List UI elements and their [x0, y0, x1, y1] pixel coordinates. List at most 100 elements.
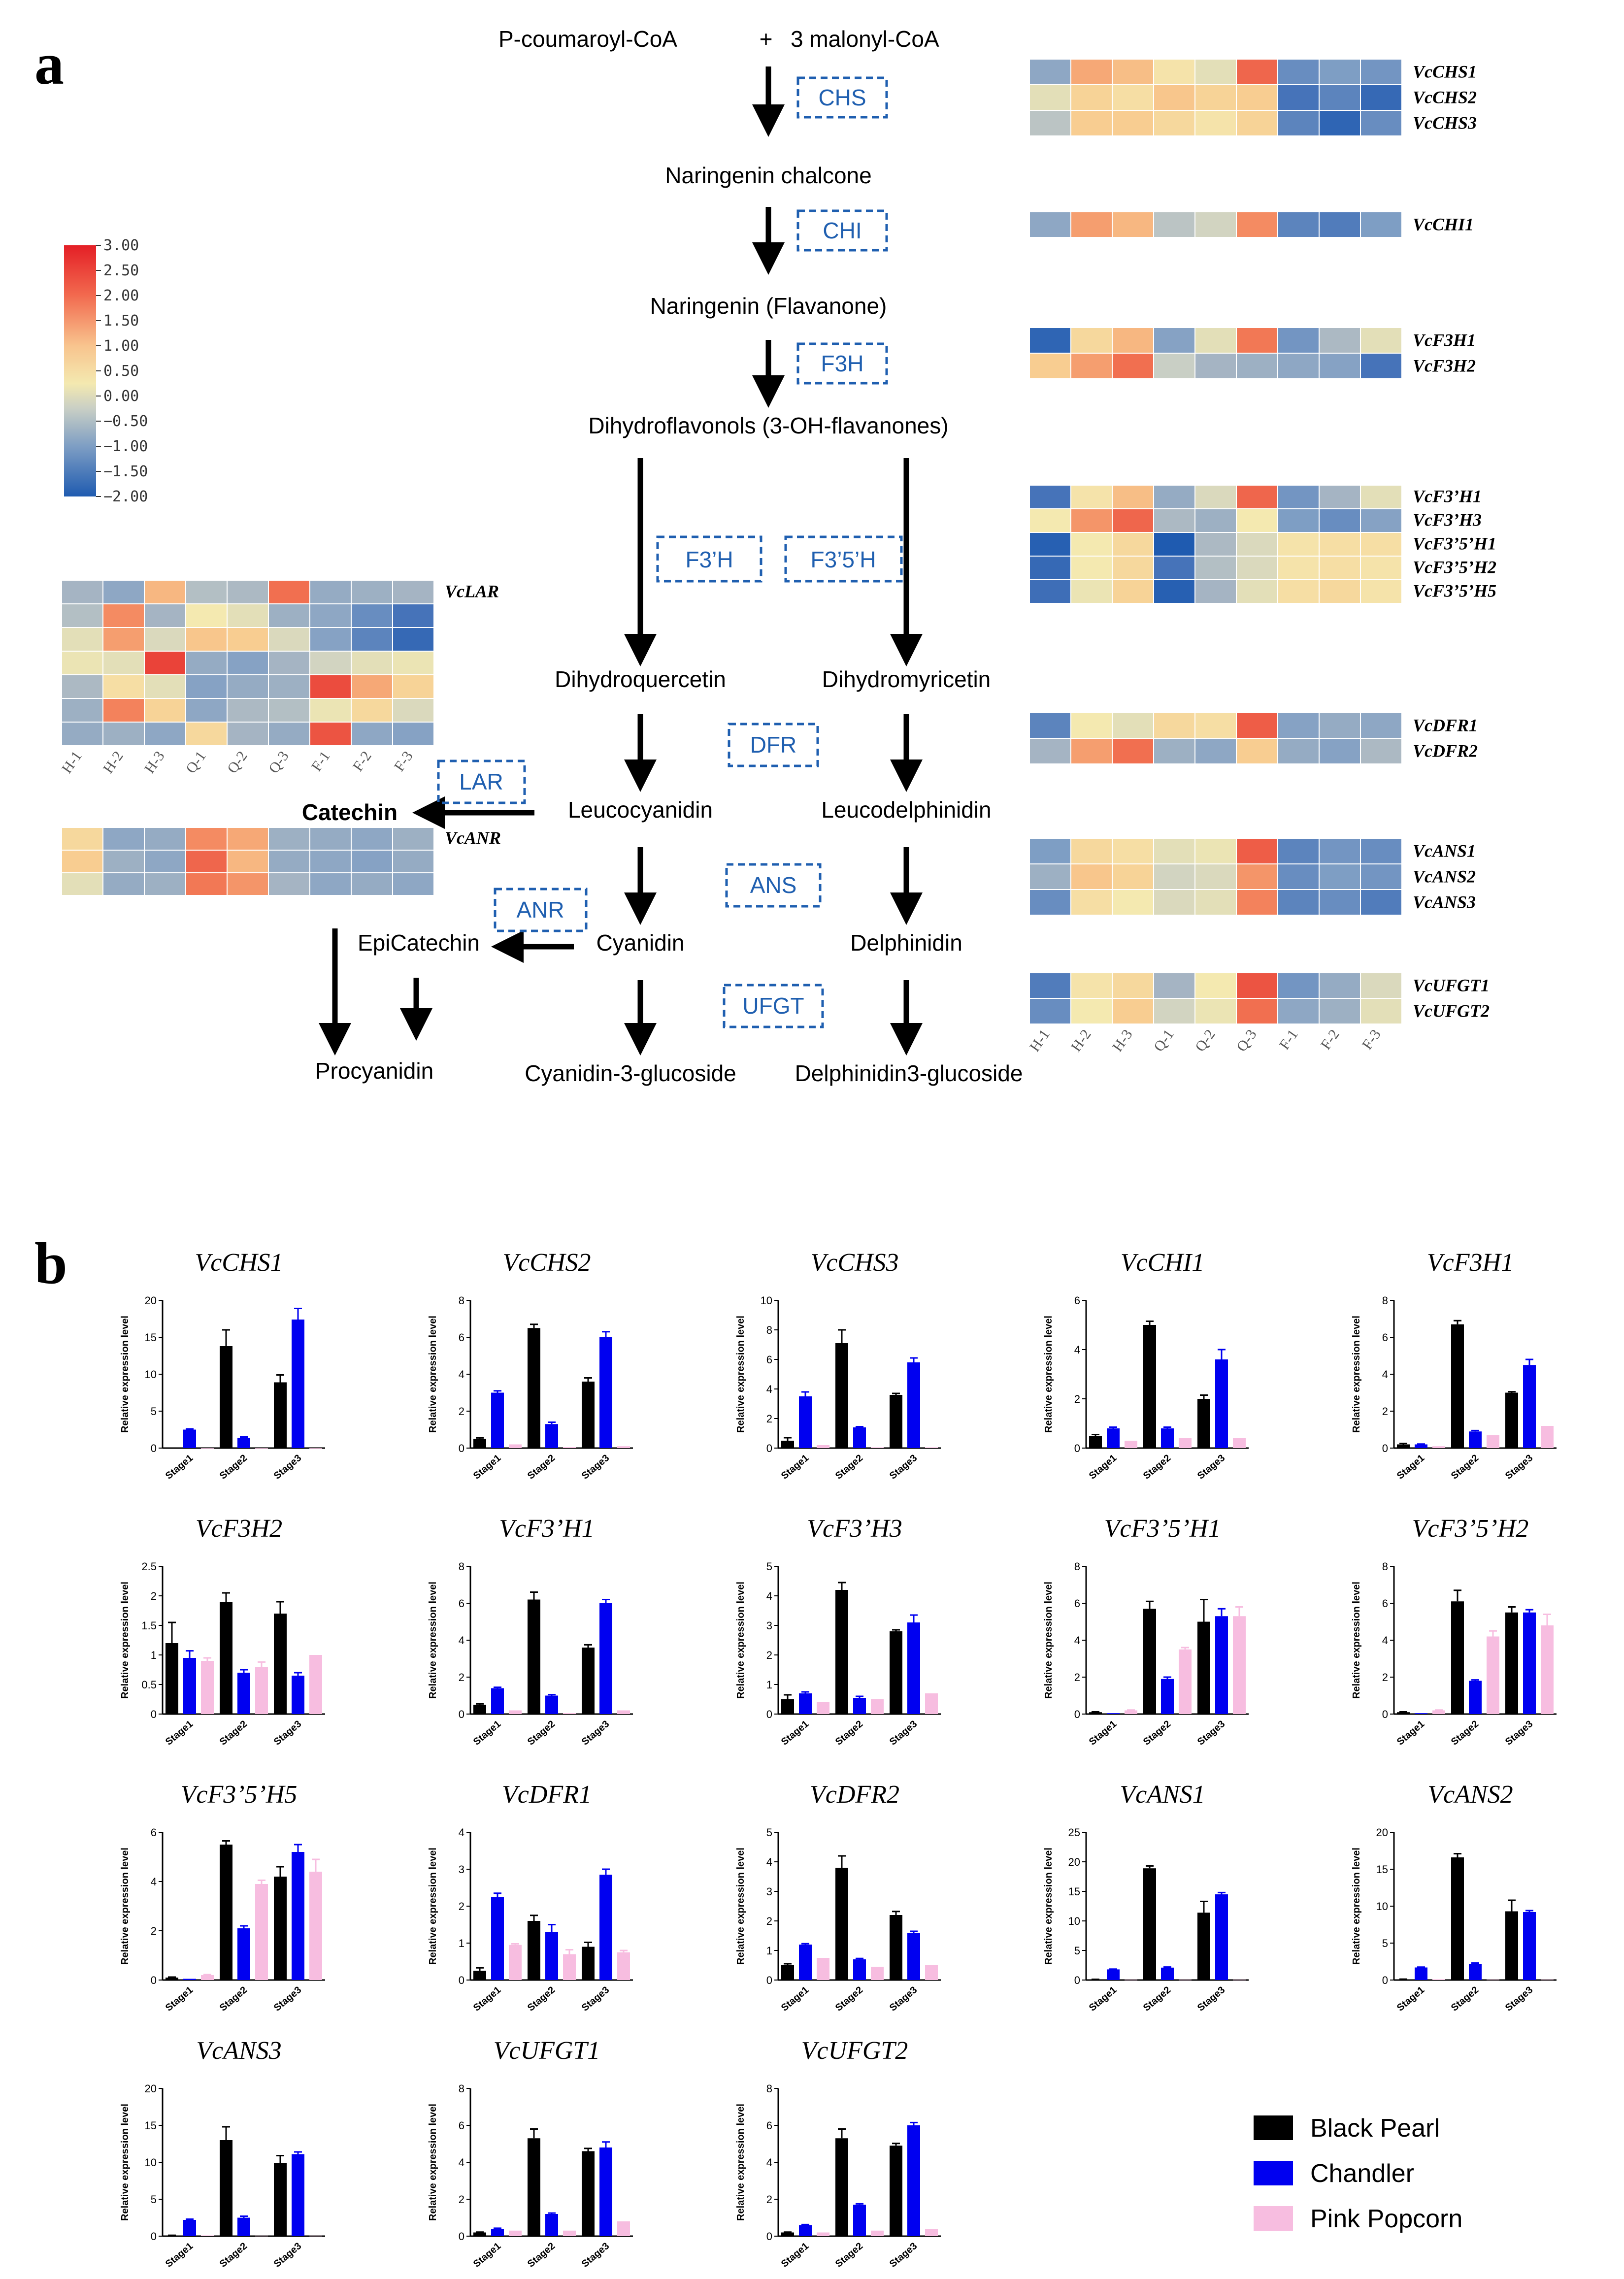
compound-leucodelphinidin: Leucodelphinidin	[821, 797, 991, 823]
y-tick-label: 0	[766, 1974, 772, 1986]
bar-chandler	[1415, 1967, 1427, 1980]
x-tick-label: Stage1	[1395, 1453, 1426, 1482]
bar-chandler	[545, 1695, 558, 1714]
bar-pink-popcorn	[925, 2229, 938, 2236]
x-tick-label: Stage3	[1195, 1984, 1227, 2014]
y-tick-label: 2	[151, 1590, 157, 1602]
enzyme-dfr: DFR	[750, 732, 797, 758]
gene-label: VcCHS2	[1413, 87, 1477, 107]
heatmap-cell	[268, 827, 310, 851]
pathway-compounds: P-coumaroyl-CoA + 3 malonyl-CoA Naringen…	[302, 26, 1023, 1086]
heatmap-cell	[1360, 712, 1402, 739]
enzyme-box	[728, 723, 819, 767]
x-tick-label: Stage3	[580, 1718, 611, 1748]
y-tick-label: 0	[459, 2230, 464, 2243]
x-tick-label: Stage3	[1503, 1453, 1535, 1482]
compound-dihydroquercetin: Dihydroquercetin	[555, 666, 726, 692]
bar-chandler	[853, 1427, 866, 1448]
column-label: Q-2	[1192, 1026, 1219, 1055]
x-tick-label: Stage3	[1195, 1718, 1227, 1748]
chart-VcF3’5’H2: VcF3’5’H2 0 2 4 6 8 Relative expression level S…	[1351, 1515, 1557, 1748]
gene-label: VcCHS3	[1413, 113, 1477, 132]
enzyme-labels: CHS CHI F3H F3’H F3’5’H DFR LAR ANS ANR …	[437, 76, 903, 1028]
bar-chandler	[491, 1392, 504, 1448]
heatmap-cell	[1194, 838, 1237, 864]
x-tick-label: Stage1	[1087, 1718, 1119, 1748]
heatmap-cell	[268, 698, 310, 723]
bar-black-pearl	[1397, 1712, 1410, 1714]
bar-black-pearl	[1451, 1601, 1464, 1714]
bar-pink-popcorn	[1541, 1625, 1554, 1714]
heatmap-cell	[1029, 556, 1071, 580]
heatmap-cell	[268, 850, 310, 873]
heatmap-cell	[1112, 998, 1154, 1024]
bar-pink-popcorn	[1233, 1438, 1246, 1448]
column-label: Q-3	[1233, 1026, 1260, 1055]
bar-black-pearl	[220, 1845, 232, 1980]
y-tick-label: 0	[459, 1708, 464, 1720]
y-tick-label: 2	[1382, 1671, 1388, 1684]
gene-label: VcANR	[445, 828, 501, 848]
heatmap-cell	[185, 580, 228, 604]
x-tick-label: Stage2	[1449, 1984, 1481, 2014]
x-tick-label: Stage2	[526, 1453, 557, 1482]
heatmap-cell	[227, 872, 269, 896]
bar-chandler	[1107, 1428, 1120, 1448]
heatmap-cell	[1194, 556, 1237, 580]
y-tick-label: 2	[766, 1915, 772, 1927]
y-tick-label: 2	[459, 1405, 464, 1418]
column-label: Q-1	[183, 748, 209, 776]
bar-chandler	[1161, 1967, 1174, 1980]
bar-chandler	[491, 2229, 504, 2236]
heatmap-f35h: VcF3’H1 VcF3’H3 VcF3’5’H1 VcF3’5’H2 VcF3’5’H…	[1029, 485, 1496, 604]
colorbar-tick-label: 0.00	[103, 388, 139, 405]
gene-label: VcLAR	[445, 582, 499, 601]
bar-chandler	[183, 1429, 196, 1448]
heatmap-cell	[1194, 863, 1237, 890]
bar-pink-popcorn	[1432, 1710, 1445, 1714]
x-tick-label: Stage3	[580, 1453, 611, 1482]
heatmap-cell	[1153, 59, 1195, 85]
bar-chandler	[1107, 1969, 1120, 1980]
y-tick-label: 15	[145, 1331, 157, 1344]
gene-label: VcDFR2	[1413, 741, 1478, 760]
heatmap-cell	[102, 722, 145, 746]
x-tick-label: Stage3	[1195, 1453, 1227, 1482]
heatmap-cell	[227, 674, 269, 699]
heatmap-cell	[1153, 712, 1195, 739]
column-label: F-3	[1359, 1026, 1384, 1053]
heatmap-cell	[392, 627, 434, 652]
heatmap-cell	[144, 872, 186, 896]
bar-chandler	[1469, 1964, 1482, 1980]
heatmap-cell	[1277, 59, 1320, 85]
y-tick-label: 1	[766, 1679, 772, 1691]
heatmap-cell	[1153, 353, 1195, 379]
bar-chandler	[799, 1693, 812, 1714]
bar-black-pearl	[220, 1346, 232, 1448]
heatmap-cell	[1236, 838, 1278, 864]
gene-label: VcCHI1	[1413, 214, 1474, 234]
y-tick-label: 4	[459, 1368, 464, 1381]
y-tick-label: 8	[1382, 1560, 1388, 1573]
bar-black-pearl	[781, 1441, 794, 1448]
heatmap-cell	[102, 850, 145, 873]
y-tick-label: 10	[145, 2156, 157, 2169]
bar-pink-popcorn	[201, 1975, 214, 1980]
colorbar: 3.00 2.50 2.00 1.50 1.00 0.50 0.00 −0.50 −1.00 −1…	[64, 237, 148, 505]
column-label: H-1	[1027, 1026, 1053, 1055]
heatmap-cell	[227, 850, 269, 873]
heatmap-cell	[392, 674, 434, 699]
bar-pink-popcorn	[925, 1447, 938, 1448]
y-tick-label: 20	[145, 1294, 157, 1307]
bar-pink-popcorn	[871, 1967, 884, 1980]
x-tick-label: Stage3	[272, 1453, 303, 1482]
heatmap-cell	[1236, 998, 1278, 1024]
heatmap-cell	[1319, 327, 1361, 354]
heatmap-cell	[268, 580, 310, 604]
chart-title: VcUFGT2	[801, 2037, 908, 2065]
heatmap-cell	[1029, 485, 1071, 509]
heatmap-cell	[1029, 532, 1071, 557]
y-tick-label: 10	[1068, 1915, 1080, 1927]
y-tick-label: 0	[459, 1974, 464, 1986]
bar-black-pearl	[781, 1965, 794, 1980]
